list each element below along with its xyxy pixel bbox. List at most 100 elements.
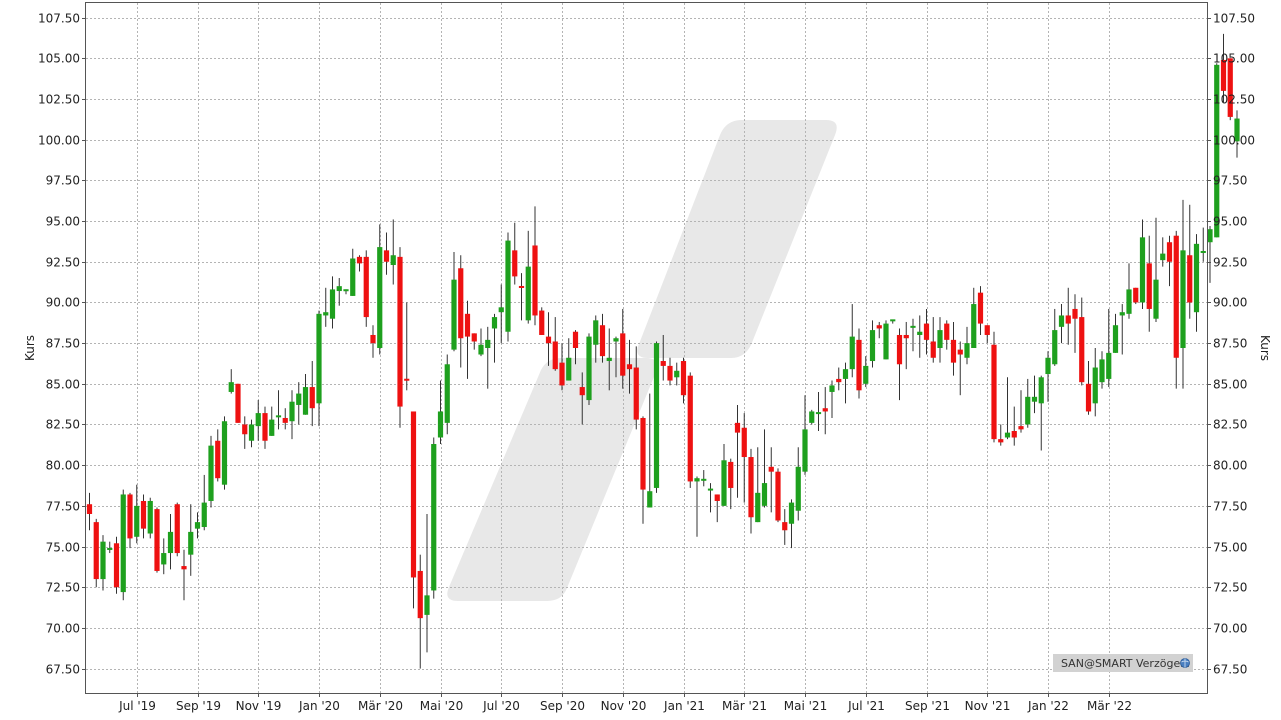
candle-body — [836, 378, 842, 383]
candle-body — [262, 413, 268, 441]
candle-body — [127, 494, 133, 539]
y-axis-title-right: Kurs — [1258, 335, 1272, 361]
candle-body — [626, 364, 633, 370]
candle-down — [998, 424, 1004, 446]
candle-body — [687, 375, 693, 482]
candle-up — [194, 512, 201, 539]
candle-body — [667, 365, 673, 381]
candle-up — [302, 374, 309, 415]
x-tick-label: Nov '19 — [236, 699, 282, 713]
y-tick-label-right: 82.50 — [1213, 418, 1247, 432]
candle-body — [512, 250, 518, 277]
candle-down — [215, 429, 221, 482]
source-badge: SAN@SMART Verzögert — [1053, 654, 1193, 672]
candle-body — [1025, 396, 1031, 425]
candle-up — [161, 538, 167, 575]
candle-body — [532, 245, 538, 316]
candle-down — [262, 406, 268, 449]
y-tick-label: 67.50 — [46, 663, 80, 677]
candle-down — [404, 302, 410, 391]
candle-body — [215, 440, 221, 479]
y-tick-label: 85.00 — [46, 378, 80, 392]
candle-body — [1146, 263, 1152, 309]
x-tick-label: Sep '19 — [176, 699, 221, 713]
candle-up — [1193, 234, 1200, 332]
y-axis-title-left: Kurs — [23, 335, 37, 361]
candle-down — [633, 346, 639, 430]
candle-body — [1106, 352, 1112, 379]
candle-up — [917, 315, 923, 358]
candle-down — [1072, 294, 1078, 353]
candle-down — [410, 411, 417, 609]
y-tick-label-right: 77.50 — [1213, 500, 1247, 514]
x-axis: Jul '19 Sep '19 Nov '19 Jan '20 Mär '20 Mai '… — [118, 693, 1132, 713]
candle-body — [188, 531, 194, 555]
candle-down — [1220, 33, 1227, 103]
candle-down — [903, 321, 909, 370]
candle-down — [572, 330, 579, 365]
candle-body — [1220, 59, 1227, 91]
candle-body — [923, 323, 930, 340]
y-tick-label-right: 95.00 — [1213, 215, 1247, 229]
candle-down — [1079, 297, 1085, 386]
y-tick-label: 102.50 — [38, 93, 80, 107]
candle-body — [1153, 279, 1159, 319]
candle-up — [1099, 351, 1105, 389]
candle-down — [856, 328, 862, 399]
y-tick-label: 77.50 — [46, 500, 80, 514]
candle-up — [586, 333, 592, 405]
candle-down — [383, 232, 390, 275]
candle-up — [1160, 237, 1166, 267]
candle-body — [174, 504, 180, 554]
candle-body — [377, 247, 383, 348]
candle-up — [107, 541, 113, 554]
candle-up — [208, 435, 214, 508]
candle-up — [1119, 304, 1125, 355]
candle-down — [282, 408, 288, 430]
candle-up — [424, 513, 430, 653]
candle-body — [620, 333, 626, 376]
y-tick-label-right: 90.00 — [1213, 296, 1247, 310]
candle-body — [984, 325, 990, 335]
candle-body — [154, 509, 160, 571]
candle-body — [559, 362, 565, 386]
candle-body — [1207, 229, 1213, 243]
x-tick-label: Jan '21 — [663, 699, 705, 713]
candle-up — [221, 416, 228, 490]
candle-up — [1004, 377, 1011, 440]
y-tick-label-right: 107.50 — [1213, 12, 1255, 26]
candle-body — [539, 310, 545, 335]
x-tick-label: Mai '21 — [784, 699, 827, 713]
candle-up — [377, 224, 383, 355]
y-tick-label: 90.00 — [46, 296, 80, 310]
candle-down — [518, 273, 525, 321]
candle-up — [201, 474, 207, 531]
candle-body — [161, 553, 167, 565]
candle-down — [1173, 230, 1179, 389]
candle-body — [809, 411, 815, 423]
candle-body — [1099, 359, 1105, 383]
candle-body — [525, 266, 531, 321]
candle-body — [957, 349, 963, 355]
candle-down — [822, 387, 828, 435]
candle-body — [930, 341, 936, 358]
x-tick-label: Mär '20 — [358, 699, 403, 713]
candle-body — [971, 304, 977, 348]
candle-body — [370, 334, 376, 344]
candle-body — [464, 313, 471, 337]
candle-body — [755, 492, 761, 523]
candle-body — [1065, 315, 1071, 324]
candle-body — [1045, 357, 1051, 375]
candle-down — [113, 536, 120, 594]
candle-down — [140, 494, 147, 539]
candle-up — [350, 248, 356, 296]
candle-body — [586, 336, 592, 401]
candle-up — [701, 470, 707, 487]
candle-body — [1079, 317, 1085, 383]
candle-up — [721, 444, 727, 506]
candle-body — [910, 325, 916, 328]
candle-body — [815, 412, 822, 415]
y-tick-label: 87.50 — [46, 337, 80, 351]
candle-body — [424, 595, 430, 615]
